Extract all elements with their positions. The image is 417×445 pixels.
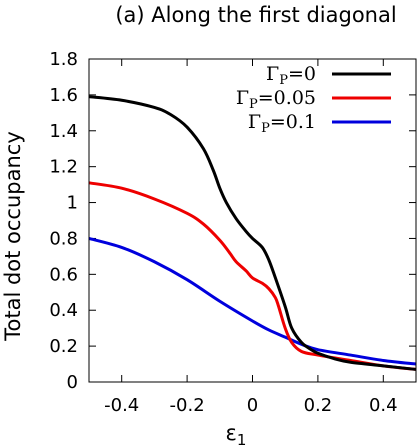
ticks-layer: 0 0.2 0.4 0.6 0.8 1 1.2 1.4 1.6 1.8 -0.4 -0.2 0 0.2 0.… [49, 49, 416, 416]
y-tick-label: 0.4 [49, 300, 78, 321]
y-tick-label: 0.8 [49, 228, 78, 249]
y-tick-label: 1.2 [49, 157, 78, 178]
y-tick-label: 0.2 [49, 336, 78, 357]
legend-symbol: Γ [248, 111, 261, 133]
series-line-2 [88, 236, 417, 366]
y-tick-label: 0.6 [49, 264, 78, 285]
legend-suffix: =0.05 [258, 87, 316, 109]
legend-suffix: =0 [288, 63, 316, 85]
y-tick-label: 1 [67, 193, 78, 214]
x-axis-label-sub: 1 [237, 431, 247, 445]
legend-subscript: P [249, 97, 258, 112]
series-line-1 [88, 181, 417, 371]
legend-label-1: ΓP=0.05 [236, 87, 316, 112]
x-tick-label: 0.4 [369, 395, 398, 416]
y-tick-label: 1.6 [49, 85, 78, 106]
svg-text:Total dot occupancy: Total dot occupancy [1, 131, 25, 342]
legend-symbol: Γ [236, 87, 249, 109]
x-axis-label-main: ε [226, 421, 237, 445]
x-tick-label: -0.4 [104, 395, 139, 416]
chart-title: (a) Along the first diagonal [115, 3, 396, 27]
y-axis-label: Total dot occupancy [1, 131, 25, 342]
legend-suffix: =0.1 [270, 111, 316, 133]
x-axis-label: ε1 [226, 421, 247, 445]
legend-label-0: ΓP=0 [266, 63, 316, 88]
y-tick-label: 1.4 [49, 121, 78, 142]
series-line-0 [88, 95, 417, 371]
y-tick-label: 0 [67, 372, 78, 393]
series-layer [88, 95, 417, 371]
legend-symbol: Γ [266, 63, 279, 85]
legend-label-2: ΓP=0.1 [248, 111, 316, 136]
x-tick-label: -0.2 [170, 395, 205, 416]
legend-subscript: P [279, 73, 288, 88]
y-tick-label: 1.8 [49, 49, 78, 70]
x-tick-label: 0 [247, 395, 258, 416]
legend-subscript: P [261, 121, 270, 136]
plot-frame [88, 58, 417, 383]
x-tick-label: 0.2 [304, 395, 333, 416]
